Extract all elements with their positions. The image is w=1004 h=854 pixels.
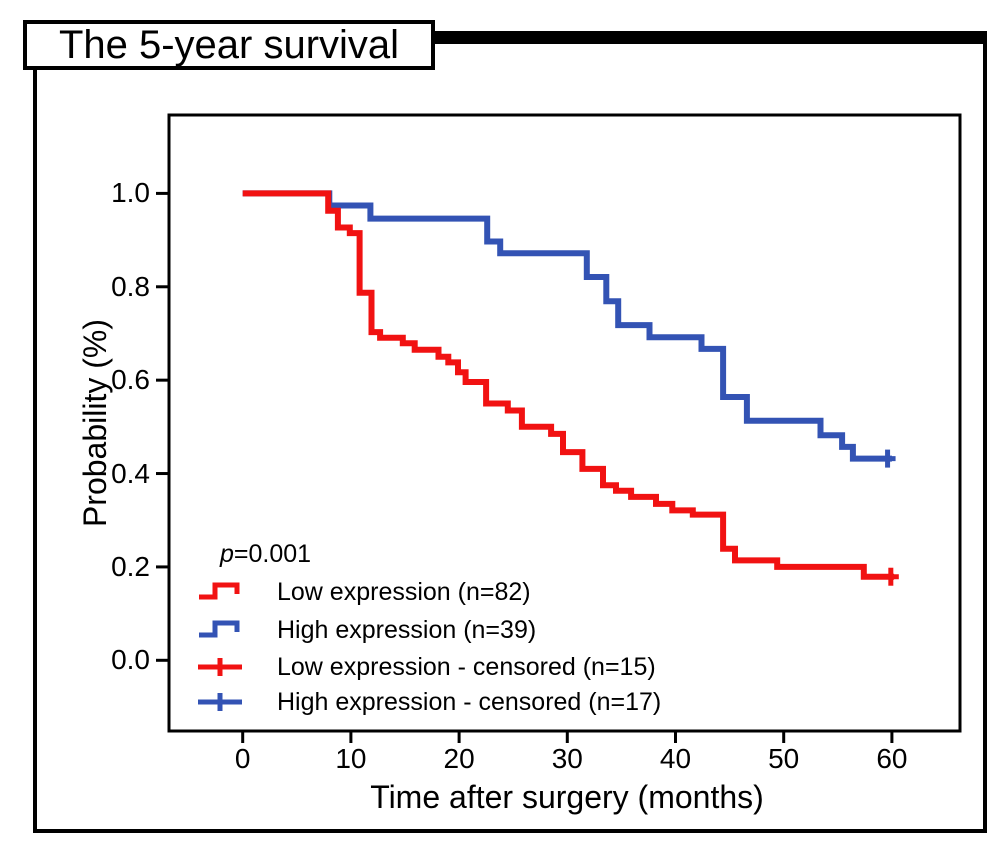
y-tick-label: 0.4 [111,457,150,489]
y-tick-label: 0.6 [111,364,150,396]
x-tick-label: 50 [768,743,800,774]
x-tick-label: 20 [443,743,475,774]
step-line-icon [199,582,240,600]
legend-label: Low expression (n=82) [277,577,531,606]
plot-frame [167,113,962,733]
legend-label: Low expression - censored (n=15) [277,652,656,681]
x-axis-title: Time after surgery (months) [370,779,764,815]
y-axis-title: Probability (%) [77,318,113,528]
p-value-annotation: p=0.001 [220,540,311,569]
censored-plus-icon [198,693,242,711]
x-tick-label: 40 [659,743,692,774]
figure-title-box: The 5-year survival [23,20,435,70]
y-tick-label: 0.2 [111,550,150,582]
legend-item-low-expression-censored: Low expression - censored (n=15) [197,652,656,682]
step-line-icon [199,620,240,638]
p-value-symbol: p [220,540,234,568]
legend-label: High expression - censored (n=17) [277,687,662,716]
legend-item-low-expression: Low expression (n=82) [197,577,531,607]
x-tick-label: 0 [234,743,251,774]
legend-label: High expression (n=39) [277,615,537,644]
p-value-number: =0.001 [233,540,312,568]
y-tick-label: 1.0 [111,177,150,209]
x-tick-label: 30 [551,743,583,774]
censored-plus-icon [198,658,242,676]
legend-item-high-expression: High expression (n=39) [197,615,536,645]
figure-title: The 5-year survival [58,23,400,67]
x-tick-label: 60 [876,743,908,774]
km-curve [242,190,895,580]
legend-item-high-expression-censored: High expression - censored (n=17) [197,687,661,717]
x-tick-label: 10 [335,743,367,774]
km-curve [242,190,892,462]
y-tick-label: 0.8 [111,270,150,302]
y-tick-label: 0.0 [111,644,150,676]
